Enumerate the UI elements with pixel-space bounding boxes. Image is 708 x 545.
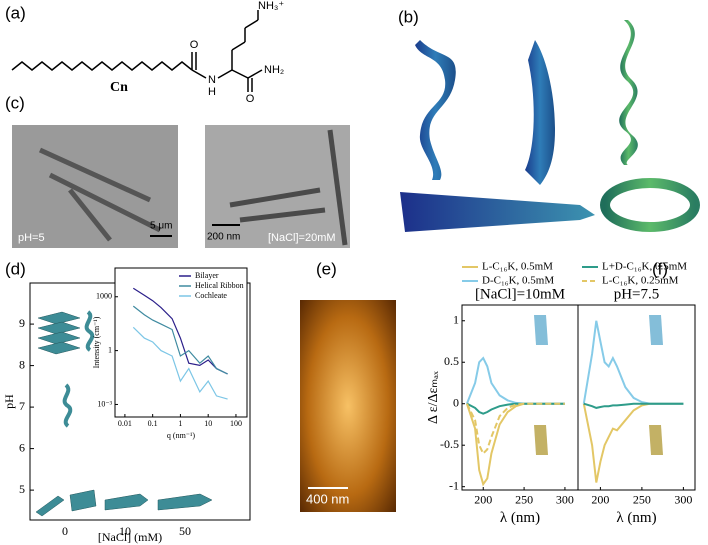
y-tick-label: 1 <box>108 345 112 354</box>
x-tick-label: 0.01 <box>118 419 132 428</box>
y-axis-label: Δ ε/Δεₘₐₓ <box>426 370 441 424</box>
legend-label: Helical Ribbon <box>195 281 244 290</box>
legend-label: D-C₁₆K, 0.5mM <box>482 275 554 287</box>
shapes-3d <box>400 20 700 232</box>
micrograph-fibers <box>38 147 162 242</box>
x-tick-label: 0.1 <box>148 419 158 428</box>
x-axis-label: λ (nm) <box>616 510 656 526</box>
data-line <box>132 305 228 375</box>
x-tick-label: 10 <box>119 524 131 538</box>
panel-label: (c) <box>5 93 25 112</box>
x-tick-label: 300 <box>556 493 574 507</box>
series-group <box>582 320 684 483</box>
x-tick-label: 100 <box>230 419 242 428</box>
micrograph-fibers <box>229 129 348 246</box>
x-tick-label: 10 <box>204 419 212 428</box>
data-line <box>132 326 228 400</box>
molecule <box>11 10 263 92</box>
plot-bg <box>462 305 578 490</box>
x-tick-label: 250 <box>633 493 651 507</box>
x-tick-label: 250 <box>515 493 533 507</box>
phase-icons <box>35 310 213 517</box>
legend-label: L+D-C₁₆K, 0.5mM <box>602 261 687 273</box>
structure-icon <box>534 315 548 345</box>
data-line <box>132 287 228 375</box>
y-tick-label: 9 <box>19 316 25 330</box>
atom-label: Cn <box>110 80 128 95</box>
x-tick-label: 200 <box>474 493 492 507</box>
data-line <box>582 320 684 405</box>
panel-label: (a) <box>5 3 26 22</box>
data-line <box>583 402 684 409</box>
x-tick-label: 200 <box>591 493 609 507</box>
atom-label: O <box>246 93 255 105</box>
data-line <box>582 402 684 483</box>
x-tick-label: 0 <box>62 524 68 538</box>
condition-label: [NaCl]=20mM <box>268 232 336 244</box>
x-axis-label: λ (nm) <box>500 510 540 526</box>
scale-label: 5 μm <box>150 221 172 232</box>
y-tick-label: 10⁻³ <box>97 399 112 408</box>
legend-label: Bilayer <box>195 271 219 280</box>
plot-bg <box>578 305 695 490</box>
x-axis-label: q (nm⁻¹) <box>167 431 196 440</box>
y-tick-label: -1 <box>449 478 459 492</box>
y-tick-label: -0.5 <box>440 437 459 451</box>
legend-label: L-C₁₆K, 0.5mM <box>482 261 553 273</box>
condition-label: pH=5 <box>18 232 45 244</box>
scale-label: 200 nm <box>207 232 240 243</box>
y-axis-label: Intensity (cm⁻¹) <box>92 316 101 368</box>
subplot-title: [NaCl]=10mM <box>475 286 565 302</box>
plot-frame <box>114 267 248 418</box>
y-tick-label: 7 <box>19 399 25 413</box>
data-line <box>466 402 565 456</box>
atom-label: N <box>208 74 216 86</box>
y-tick-label: 1000 <box>96 292 112 301</box>
series-group <box>132 287 228 400</box>
structure-icon <box>649 425 663 455</box>
x-tick-label: 50 <box>179 524 191 538</box>
y-axis-label: pH <box>2 394 16 409</box>
x-axis-label: [NaCl] (mM) <box>98 530 162 544</box>
y-tick-label: 8 <box>19 357 25 371</box>
panel-label: (e) <box>316 259 337 278</box>
y-tick-label: 0 <box>453 395 459 409</box>
atom-label: O <box>190 39 199 51</box>
panel-label: (d) <box>5 259 26 278</box>
atom-label: NH₃⁺ <box>258 0 284 12</box>
plot-frame <box>577 304 696 491</box>
legend-label: Cochleate <box>195 291 227 300</box>
panel-label: (b) <box>398 7 419 26</box>
scale-label: 400 nm <box>306 491 349 506</box>
plot-bg <box>115 268 247 417</box>
y-tick-label: 5 <box>19 482 25 496</box>
y-tick-label: 1 <box>453 313 459 327</box>
structure-icon <box>534 425 548 455</box>
afm-image <box>300 300 396 512</box>
subplot-title: pH=7.5 <box>614 286 660 302</box>
structure-icon <box>649 315 663 345</box>
atom-label: H <box>208 86 216 98</box>
x-tick-label: 300 <box>674 493 692 507</box>
y-tick-label: 0.5 <box>444 354 459 368</box>
legend-label: L-C₁₆K, 0.25mM <box>602 275 679 287</box>
panel-label: (f) <box>652 259 668 278</box>
x-tick-label: 1 <box>178 419 182 428</box>
y-tick-label: 6 <box>19 440 25 454</box>
atom-label: NH₂ <box>264 64 284 76</box>
micrograph <box>205 125 350 248</box>
series-group <box>465 356 565 487</box>
